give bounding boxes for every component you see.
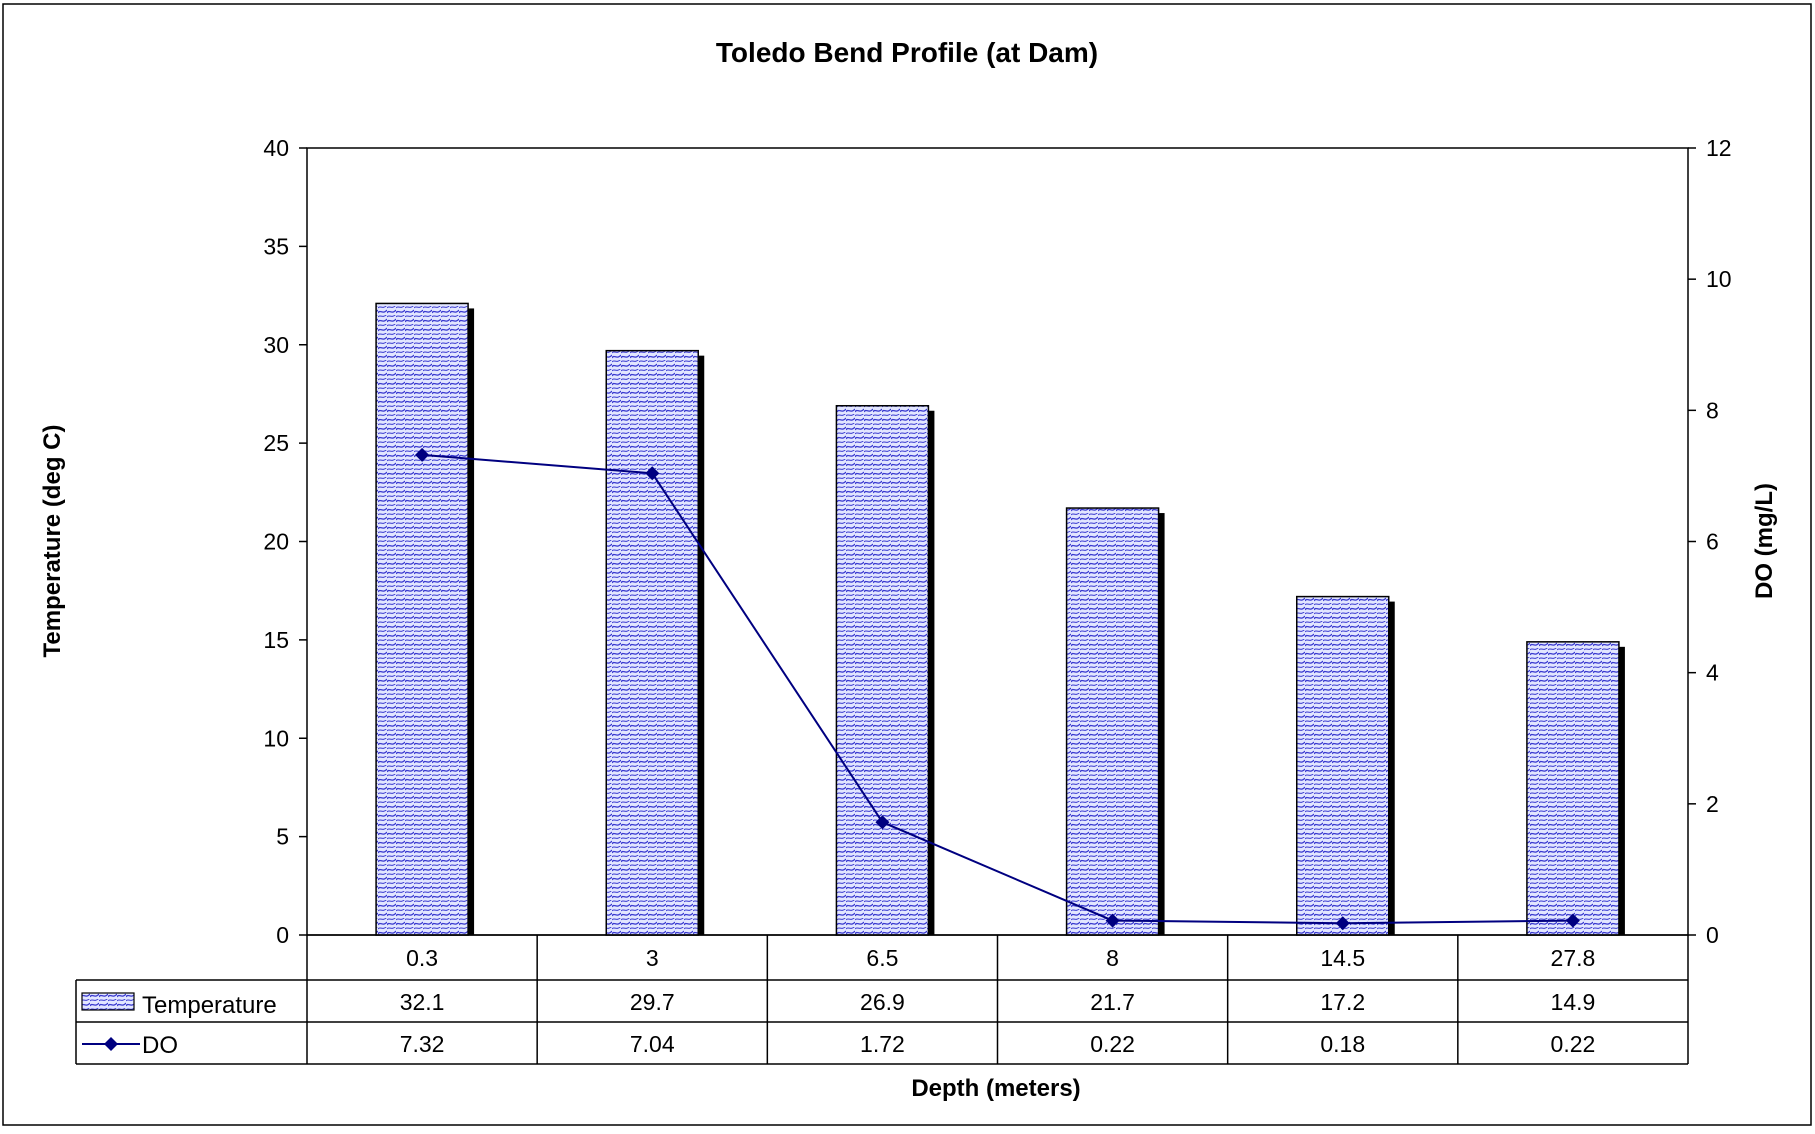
y2-tick-label: 2 [1706, 791, 1719, 817]
bar-temperature [1526, 641, 1620, 936]
data-label-do: 0.22 [1090, 1031, 1135, 1057]
line-do [422, 453, 1573, 925]
y-tick-label: 25 [263, 430, 289, 456]
y2-tick-label: 0 [1706, 922, 1719, 948]
legend-key-do-marker [104, 1037, 118, 1051]
x-axis-label: Depth (meters) [911, 1075, 1080, 1102]
legend-label-do: DO [142, 1032, 178, 1059]
x-tick-label: 8 [1106, 945, 1119, 971]
point-do [1565, 913, 1580, 928]
bar-temperature [1065, 507, 1160, 936]
y-axis-label: Temperature (deg C) [39, 425, 66, 658]
legend-key-temperature [81, 992, 135, 1011]
x-tick-label: 3 [646, 945, 659, 971]
bar-temperature [1296, 595, 1390, 936]
point-do [645, 466, 660, 481]
y-tick-label: 35 [263, 233, 289, 259]
point-do [1335, 916, 1350, 931]
bar-temperature [605, 349, 699, 936]
data-label-do: 7.04 [630, 1031, 675, 1057]
data-label-do: 7.32 [400, 1031, 445, 1057]
y-tick-label: 0 [276, 922, 289, 948]
data-label-temperature: 29.7 [630, 989, 675, 1015]
data-label-temperature: 21.7 [1090, 989, 1135, 1015]
y-tick-label: 15 [263, 627, 289, 653]
bar-temperature [835, 404, 930, 936]
y2-tick-label: 10 [1706, 266, 1732, 292]
y-tick-label: 30 [263, 332, 289, 358]
point-do [1105, 913, 1120, 928]
x-tick-label: 0.3 [406, 945, 438, 971]
x-tick-label: 6.5 [866, 945, 898, 971]
y2-tick-label: 6 [1706, 529, 1719, 555]
data-table: 0.3 32.1 7.32 3 29.7 7.04 6.5 26.9 1.72 8 21.7 0.22… [75, 934, 1689, 1065]
y-tick-label: 10 [263, 725, 289, 751]
point-do [875, 815, 890, 830]
data-label-temperature: 17.2 [1320, 989, 1365, 1015]
data-label-temperature: 14.9 [1551, 989, 1596, 1015]
y-tick-label: 20 [263, 529, 289, 555]
y2-tick-label: 12 [1706, 135, 1732, 161]
x-tick-label: 14.5 [1320, 945, 1365, 971]
point-do [415, 447, 430, 462]
y-tick-label: 40 [263, 135, 289, 161]
data-label-temperature: 32.1 [400, 989, 445, 1015]
plot-border [306, 147, 1689, 936]
data-label-do: 1.72 [860, 1031, 905, 1057]
legend-label-temperature: Temperature [142, 992, 277, 1019]
y2-tick-label: 4 [1706, 660, 1719, 686]
x-tick-label: 27.8 [1551, 945, 1596, 971]
data-label-temperature: 26.9 [860, 989, 905, 1015]
chart-frame [2, 3, 1812, 1126]
y-tick-label: 5 [276, 824, 289, 850]
plot-area: 0 5 10 15 20 25 30 35 40 0 2 4 6 8 10 12 [263, 135, 1731, 948]
bar-temperature [375, 302, 469, 936]
chart-title: Toledo Bend Profile (at Dam) [716, 37, 1098, 68]
y2-tick-label: 8 [1706, 397, 1719, 423]
data-label-do: 0.18 [1320, 1031, 1365, 1057]
y2-axis-label: DO (mg/L) [1751, 483, 1778, 599]
data-label-do: 0.22 [1551, 1031, 1596, 1057]
